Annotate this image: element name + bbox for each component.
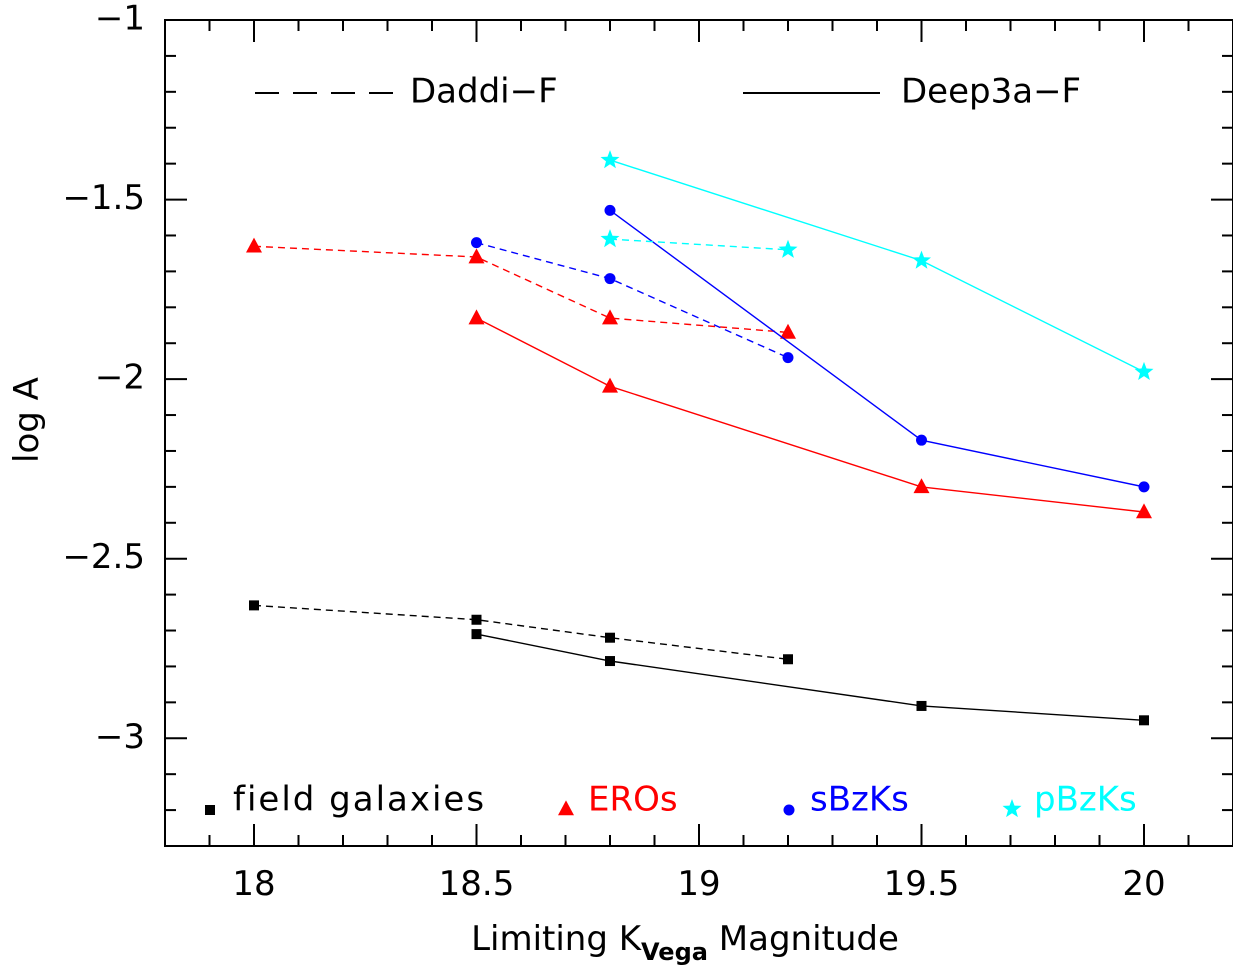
plot-frame	[165, 20, 1233, 846]
series-line	[254, 246, 788, 332]
legend-circle-marker	[784, 805, 795, 816]
legend-triangle-marker-shape	[558, 800, 574, 815]
x-axis-title-subscript: Vega	[641, 938, 708, 966]
data-point-triangle	[602, 309, 618, 324]
series-sbzks-deep3a-f	[605, 205, 1150, 493]
x-tick-label: 18.5	[439, 864, 515, 904]
data-point-circle	[605, 273, 616, 284]
x-tick-label: 19.5	[884, 864, 960, 904]
line-style-legend: Daddi−F Deep3a−F	[255, 72, 1081, 112]
data-point-circle	[916, 435, 927, 446]
y-tick-labels: −3 −2.5 −2 −1.5 −1	[62, 0, 145, 757]
legend-eros-label: EROs	[588, 780, 678, 820]
data-point-star	[601, 150, 620, 168]
series-field-galaxies-daddi-f	[249, 600, 793, 664]
x-axis-title: Limiting KVega Magnitude	[471, 919, 899, 966]
data-point-circle	[783, 352, 794, 363]
data-point-triangle	[602, 378, 618, 393]
data-point-square	[783, 654, 793, 664]
y-tick-label: −2	[95, 358, 145, 398]
legend-star-marker	[1003, 799, 1022, 817]
legend-field-galaxies-label: field galaxies	[233, 780, 486, 820]
series-line	[254, 605, 788, 659]
data-point-square	[605, 633, 615, 643]
legend-circle-marker-shape	[784, 805, 795, 816]
series-line	[610, 210, 1144, 487]
data-point-circle	[605, 205, 616, 216]
data-point-square	[472, 629, 482, 639]
data-point-star	[1135, 362, 1154, 380]
data-point-star	[601, 229, 620, 247]
data-point-star	[912, 251, 931, 269]
legend-triangle-marker	[558, 800, 574, 815]
data-point-triangle	[246, 238, 262, 253]
series-line	[610, 239, 788, 250]
series-line	[477, 318, 1145, 512]
legend-star-marker-shape	[1003, 799, 1022, 817]
legend-daddi-label: Daddi−F	[410, 72, 558, 112]
data-point-circle	[471, 237, 482, 248]
data-point-square	[917, 701, 927, 711]
x-axis-title-suffix: Magnitude	[708, 919, 899, 959]
data-point-square	[1139, 715, 1149, 725]
data-point-triangle	[469, 248, 485, 263]
x-tick-label: 19	[677, 864, 720, 904]
x-axis-title-main: Limiting K	[471, 919, 643, 959]
legend-square-marker	[205, 805, 215, 815]
legend-pbzks-label: pBzKs	[1034, 780, 1137, 820]
data-point-circle	[1139, 481, 1150, 492]
series-pbzks-daddi-f	[601, 229, 798, 258]
y-ticks	[165, 20, 1233, 846]
marker-legend: field galaxies EROs sBzKs pBzKs	[205, 780, 1137, 820]
data-point-star	[779, 240, 798, 258]
series-eros-deep3a-f	[469, 309, 1153, 518]
data-point-square	[472, 615, 482, 625]
series-eros-daddi-f	[246, 238, 796, 339]
y-axis-title: log A	[7, 377, 47, 463]
series-line	[477, 634, 1145, 720]
legend-deep3a-label: Deep3a−F	[901, 72, 1081, 112]
x-tick-labels: 18 18.5 19 19.5 20	[232, 864, 1165, 904]
x-tick-label: 20	[1122, 864, 1165, 904]
data-point-triangle	[469, 309, 485, 324]
data-point-square	[605, 656, 615, 666]
legend-sbzks-label: sBzKs	[810, 780, 909, 820]
x-tick-label: 18	[232, 864, 275, 904]
series-sbzks-daddi-f	[471, 237, 794, 363]
legend-square-marker-shape	[205, 805, 215, 815]
y-tick-label: −1	[95, 0, 145, 39]
series-layer	[246, 150, 1154, 725]
y-tick-label: −1.5	[62, 178, 145, 218]
series-line	[477, 243, 789, 358]
data-point-square	[249, 600, 259, 610]
y-tick-label: −3	[95, 717, 145, 757]
series-field-galaxies-deep3a-f	[472, 629, 1150, 725]
x-ticks	[165, 20, 1233, 846]
y-tick-label: −2.5	[62, 537, 145, 577]
series-line	[610, 160, 1144, 372]
